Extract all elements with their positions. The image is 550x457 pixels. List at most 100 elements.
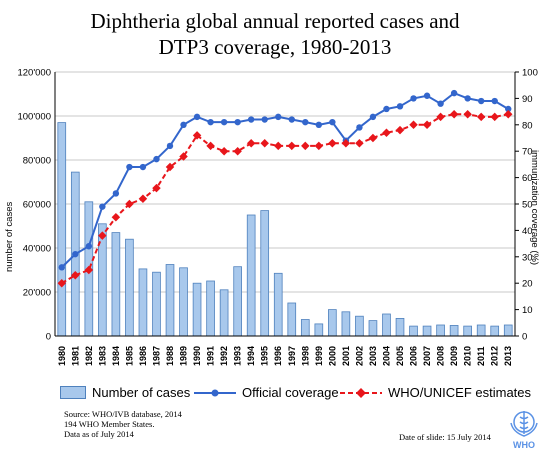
- point-official-coverage: [72, 250, 79, 258]
- point-official-coverage: [369, 113, 377, 121]
- bar-cases: [476, 324, 486, 337]
- bar-cases: [368, 320, 378, 337]
- point-who-unicef-estimates: [192, 131, 202, 140]
- legend-item-cases: Number of cases: [60, 385, 190, 400]
- bar-cases: [206, 280, 215, 337]
- x-tick-label: 2012: [490, 346, 500, 366]
- point-who-unicef-estimates: [355, 139, 364, 148]
- y-left-tick-label: 60'000: [23, 200, 51, 211]
- legend-bar-swatch: [60, 386, 86, 399]
- x-tick-label: 1997: [287, 346, 297, 366]
- point-official-coverage: [450, 89, 458, 97]
- x-tick-label: 1985: [124, 346, 134, 366]
- point-official-coverage: [58, 264, 65, 271]
- x-tick-label: 2010: [463, 346, 473, 366]
- point-official-coverage: [112, 190, 120, 197]
- bar-cases: [287, 302, 297, 337]
- point-who-unicef-estimates: [57, 278, 67, 288]
- point-official-coverage: [396, 103, 404, 110]
- y-right-tick-label: 100: [522, 68, 538, 79]
- x-tick-label: 1982: [84, 346, 94, 366]
- x-tick-label: 2003: [368, 346, 378, 366]
- point-who-unicef-estimates: [409, 120, 418, 130]
- source-line-1: Source: WHO/IVB database, 2014: [64, 409, 182, 419]
- bar-cases: [422, 325, 432, 337]
- y-left-tick-label: 120'000: [17, 68, 51, 79]
- y-left-tick-label: 40'000: [23, 244, 51, 255]
- x-tick-label: 2001: [341, 346, 351, 366]
- point-official-coverage: [234, 118, 241, 126]
- bar-cases: [165, 264, 175, 337]
- point-official-coverage: [139, 163, 147, 171]
- legend-label-estimates: WHO/UNICEF estimates: [388, 385, 532, 400]
- point-who-unicef-estimates: [476, 112, 486, 122]
- x-tick-label: 1998: [300, 346, 310, 366]
- point-who-unicef-estimates: [328, 139, 337, 148]
- point-official-coverage: [423, 92, 431, 99]
- bar-cases: [409, 325, 418, 337]
- x-tick-label: 1984: [111, 346, 121, 366]
- point-official-coverage: [356, 124, 363, 131]
- line-official-coverage: [61, 91, 509, 269]
- point-who-unicef-estimates: [422, 120, 432, 130]
- bar-cases: [57, 122, 67, 337]
- y-left-tick-label: 0: [46, 332, 51, 343]
- x-tick-label: 1993: [233, 346, 243, 366]
- y-right-tick-label: 0: [522, 332, 527, 343]
- point-who-unicef-estimates: [503, 109, 513, 119]
- point-official-coverage: [329, 118, 336, 126]
- point-official-coverage: [464, 95, 471, 102]
- point-official-coverage: [180, 121, 187, 128]
- bar-cases: [382, 313, 391, 337]
- x-tick-label: 1994: [246, 346, 256, 366]
- x-tick-label: 1996: [273, 346, 283, 366]
- y-left-tick-label: 80'000: [23, 156, 51, 167]
- x-tick-label: 1988: [165, 346, 175, 366]
- bar-cases: [260, 210, 270, 337]
- bar-cases: [273, 272, 283, 337]
- point-who-unicef-estimates: [233, 146, 242, 156]
- point-official-coverage: [275, 113, 282, 121]
- bar-cases: [138, 268, 148, 337]
- x-tick-label: 1981: [70, 346, 80, 366]
- point-official-coverage: [207, 118, 214, 126]
- bar-cases: [192, 282, 202, 337]
- point-who-unicef-estimates: [341, 139, 351, 148]
- point-who-unicef-estimates: [490, 112, 499, 122]
- x-tick-label: 1986: [138, 346, 148, 366]
- point-official-coverage: [85, 243, 93, 250]
- chart-plot-area: 0 20'000 40'000 60'000 80'000 100'000 120'000 0…: [17, 68, 538, 367]
- point-who-unicef-estimates: [287, 141, 297, 151]
- legend-label-official: Official coverage: [242, 385, 339, 400]
- y-right-tick-label: 10: [522, 305, 533, 316]
- point-official-coverage: [261, 116, 268, 123]
- x-tick-label: 1980: [57, 346, 67, 366]
- source-line-2: 194 WHO Member States.: [64, 419, 155, 429]
- legend-item-official: Official coverage: [192, 385, 339, 400]
- point-official-coverage: [315, 121, 323, 128]
- bar-cases: [490, 325, 500, 337]
- bar-cases: [449, 325, 459, 337]
- chart-legend: Number of cases Official coverage WHO/UN…: [0, 385, 550, 405]
- point-official-coverage: [302, 118, 309, 126]
- point-who-unicef-estimates: [179, 152, 188, 161]
- bar-cases: [341, 311, 351, 337]
- y-right-tick-label: 90: [522, 94, 533, 105]
- point-official-coverage: [193, 113, 201, 121]
- bar-cases: [179, 267, 188, 337]
- point-who-unicef-estimates: [436, 112, 445, 122]
- line-who-unicef-estimates: [61, 113, 509, 285]
- point-who-unicef-estimates: [111, 212, 121, 222]
- bar-cases: [111, 232, 121, 337]
- point-who-unicef-estimates: [301, 141, 310, 151]
- y-right-tick-label: 40: [522, 226, 533, 237]
- bar-cases: [300, 319, 310, 337]
- bar-cases: [314, 323, 324, 337]
- point-official-coverage: [383, 105, 390, 113]
- point-official-coverage: [247, 116, 255, 123]
- point-who-unicef-estimates: [314, 141, 324, 151]
- point-official-coverage: [491, 97, 498, 105]
- point-official-coverage: [153, 155, 160, 163]
- who-logo: WHO: [510, 411, 538, 450]
- bar-cases: [125, 238, 134, 337]
